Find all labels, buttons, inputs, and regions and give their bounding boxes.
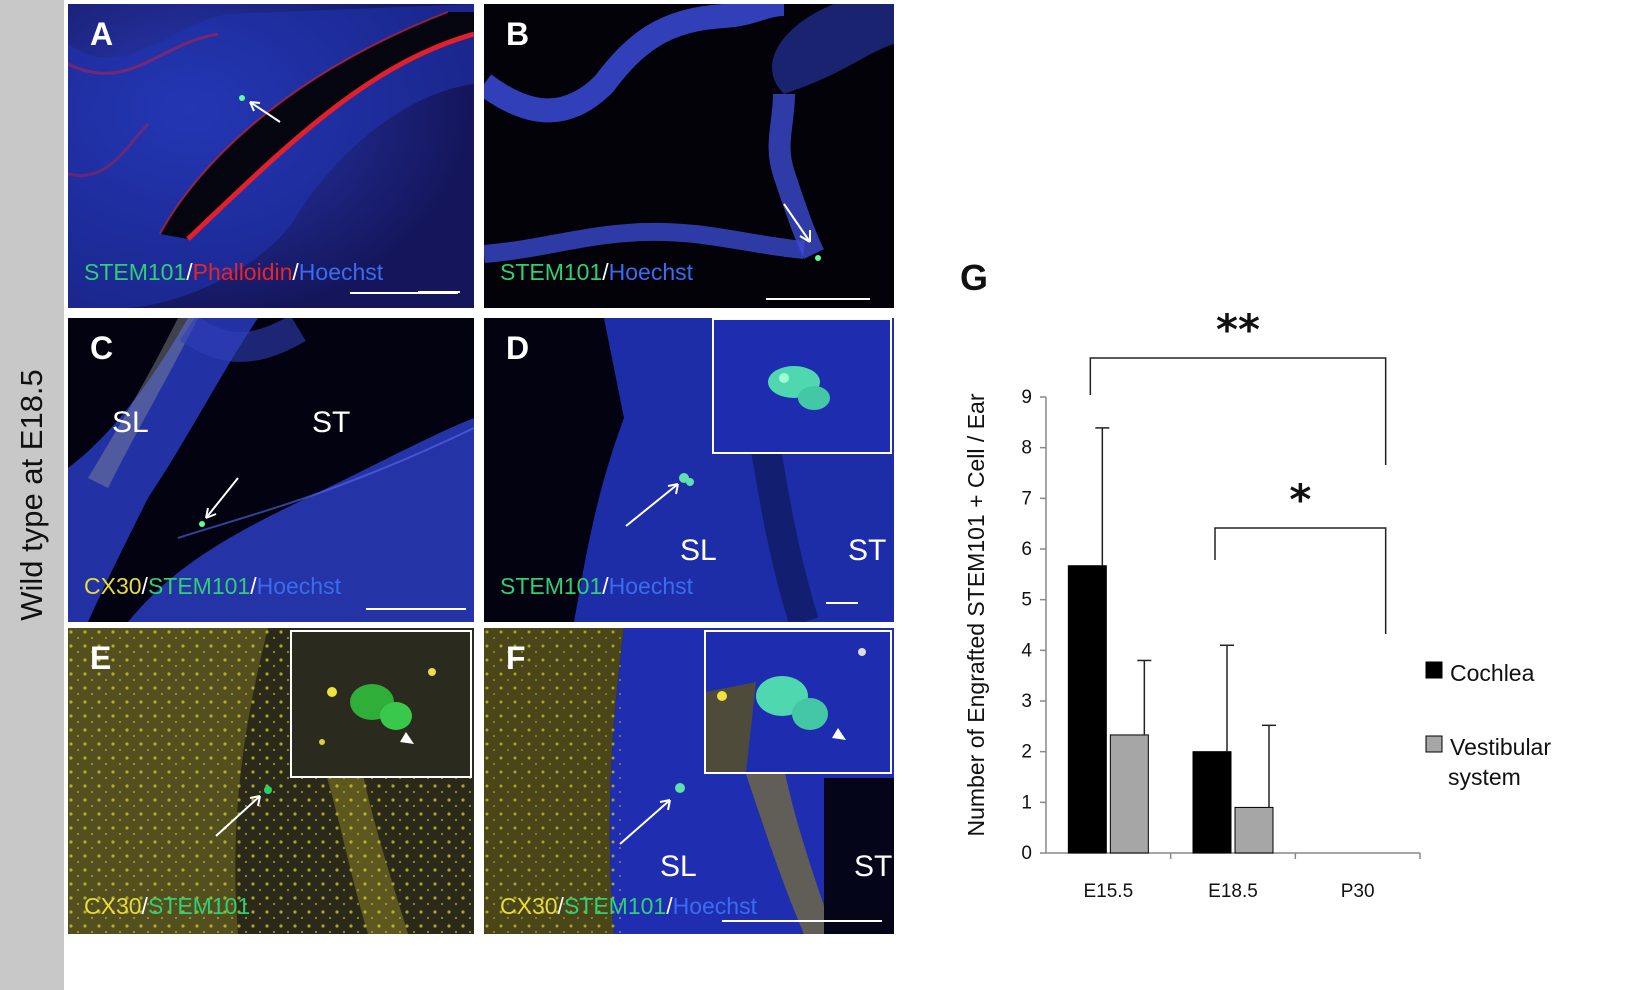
x-tick-label: P30 — [1341, 881, 1375, 902]
scale-bar — [826, 602, 858, 604]
panel-e: E CX30/STEM101 — [68, 628, 474, 934]
panel-a-letter: A — [90, 16, 114, 52]
y-tick-label: 0 — [1021, 843, 1032, 864]
x-tick-label: E18.5 — [1208, 881, 1258, 902]
panel-f-letter: F — [506, 640, 526, 676]
region-label-st: ST — [854, 850, 893, 883]
chart-legend: Cochlea Vestibular system — [1425, 660, 1551, 790]
y-axis-title: Number of Engrafted STEM101 + Cell / Ear — [963, 393, 989, 836]
caption-hoechst: Hoechst — [298, 259, 384, 285]
caption-cx30: CX30 — [84, 893, 142, 919]
caption-slash: / — [186, 259, 193, 285]
bar — [1109, 734, 1149, 854]
legend-label: system — [1448, 764, 1521, 790]
caption-slash: / — [602, 259, 609, 285]
significance-bracket — [1214, 527, 1387, 634]
panel-d: D SL ST STEM101/Hoechst — [484, 318, 894, 622]
legend-label: Vestibular — [1450, 734, 1551, 760]
chart-panel-letter: G — [960, 257, 988, 298]
y-tick-label: 4 — [1021, 640, 1032, 661]
region-label-st: ST — [848, 534, 887, 567]
side-label: Wild type at E18.5 — [14, 369, 49, 621]
caption-stem101: STEM101 — [147, 573, 251, 599]
inset-image — [714, 320, 890, 452]
caption-cx30: CX30 — [500, 893, 558, 919]
y-tick-label: 6 — [1021, 539, 1032, 560]
caption-slash: / — [666, 893, 673, 919]
inset-image — [292, 632, 470, 776]
y-tick-label: 1 — [1021, 792, 1032, 813]
y-tick-label: 9 — [1021, 387, 1032, 408]
panel-b-caption: STEM101/Hoechst — [500, 259, 693, 286]
scale-bar — [722, 920, 882, 922]
panel-e-inset — [290, 630, 472, 778]
panel-a: A STEM101/Phalloidin/Hoechst — [68, 4, 474, 308]
bar-chart: G 0 1 2 3 4 5 6 7 8 9 E15.5 E18.5 P30 Number of Engra… — [960, 257, 1551, 902]
scale-bar — [766, 298, 870, 300]
panel-e-letter: E — [90, 640, 112, 676]
panel-b: B STEM101/Hoechst — [484, 4, 894, 308]
y-tick-label: 2 — [1021, 742, 1032, 763]
x-tick-label: E15.5 — [1084, 881, 1134, 902]
panel-c-image — [68, 318, 474, 622]
panel-b-image — [484, 4, 894, 308]
scale-bar — [366, 608, 466, 610]
panel-c-letter: C — [90, 330, 114, 366]
caption-stem101: STEM101 — [147, 893, 251, 919]
caption-phalloidin: Phalloidin — [192, 259, 293, 285]
panel-d-letter: D — [506, 330, 530, 366]
panel-d-inset — [712, 318, 892, 454]
inset-image — [706, 632, 890, 772]
caption-slash: / — [141, 893, 148, 919]
caption-slash: / — [557, 893, 564, 919]
panel-f-inset — [704, 630, 892, 774]
region-label-st: ST — [312, 406, 351, 439]
significance-bracket — [1089, 357, 1387, 465]
region-label-sl: SL — [680, 534, 717, 567]
chart-axes: 0 1 2 3 4 5 6 7 8 9 E15.5 E18.5 P30 Number of Engraft… — [963, 387, 1421, 902]
caption-slash: / — [141, 573, 148, 599]
caption-stem101: STEM101 — [500, 573, 603, 599]
side-label-bar: Wild type at E18.5 — [0, 0, 64, 990]
region-label-sl: SL — [660, 850, 697, 883]
legend-label: Cochlea — [1450, 660, 1535, 686]
scale-bar — [350, 292, 458, 294]
panel-b-letter: B — [506, 16, 530, 52]
caption-hoechst: Hoechst — [608, 573, 694, 599]
panel-d-caption: STEM101/Hoechst — [500, 573, 693, 600]
bar — [1067, 565, 1107, 854]
panel-f: F SL ST CX30/STEM101/Hoechst — [484, 628, 894, 934]
y-tick-label: 8 — [1021, 438, 1032, 459]
panel-f-caption: CX30/STEM101/Hoechst — [500, 893, 757, 920]
y-tick-label: 5 — [1021, 590, 1032, 611]
caption-stem101: STEM101 — [500, 259, 603, 285]
y-tick-label: 3 — [1021, 691, 1032, 712]
legend-swatch — [1425, 735, 1443, 753]
caption-cx30: CX30 — [84, 573, 142, 599]
caption-stem101: STEM101 — [84, 259, 187, 285]
caption-slash: / — [292, 259, 299, 285]
caption-hoechst: Hoechst — [608, 259, 694, 285]
caption-slash: / — [250, 573, 257, 599]
panel-c-caption: CX30/STEM101/Hoechst — [84, 573, 341, 600]
caption-hoechst: Hoechst — [256, 573, 341, 599]
panel-e-caption: CX30/STEM101 — [84, 893, 250, 920]
bar — [1234, 806, 1274, 854]
bar — [1192, 751, 1232, 854]
legend-swatch — [1425, 661, 1443, 679]
panel-c: C SL ST CX30/STEM101/Hoechst — [68, 318, 474, 622]
significance-label: ** — [1216, 305, 1260, 354]
y-tick-label: 7 — [1021, 488, 1032, 509]
significance-label: * — [1289, 475, 1311, 524]
panel-a-caption: STEM101/Phalloidin/Hoechst — [84, 259, 383, 286]
caption-stem101: STEM101 — [563, 893, 667, 919]
caption-hoechst: Hoechst — [672, 893, 757, 919]
significance-brackets: *** — [1089, 305, 1387, 634]
panel-a-image — [68, 4, 474, 308]
region-label-sl: SL — [112, 406, 149, 439]
chart-bars — [1067, 427, 1276, 854]
caption-slash: / — [602, 573, 609, 599]
